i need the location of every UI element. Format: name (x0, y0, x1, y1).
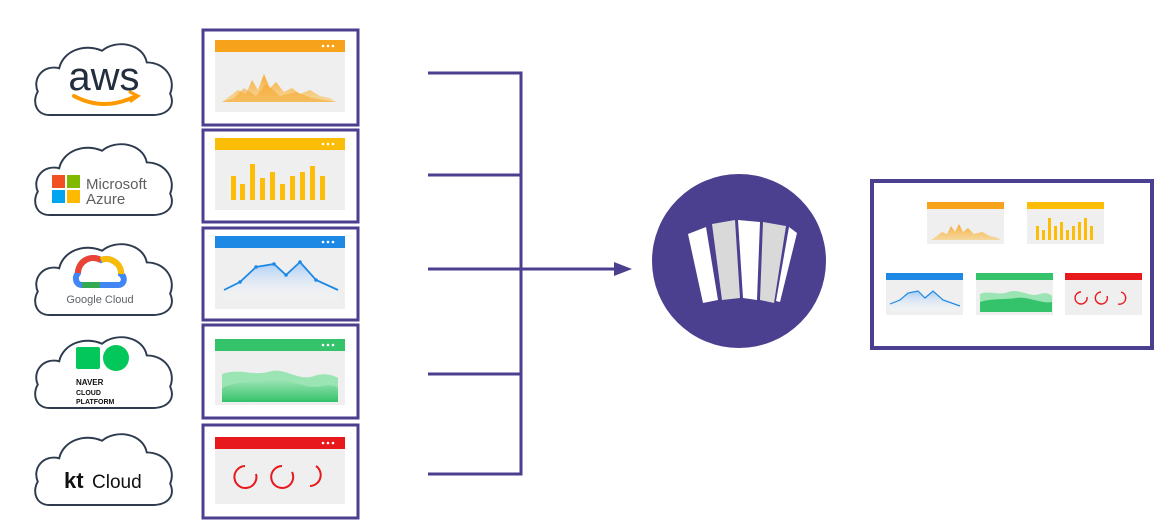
panel-header (215, 138, 345, 150)
panel-frame-5 (201, 423, 360, 520)
line-points (238, 260, 318, 284)
naver-label-line1: NAVER (76, 378, 104, 387)
window-dots-icon (321, 142, 335, 146)
azure-label-line1: Microsoft (86, 176, 148, 193)
kt-cloud-label: Cloud (92, 472, 142, 493)
kt-logo-icon: kt (64, 468, 84, 493)
panel-naver-area-chart (215, 339, 345, 405)
dashboard-frame (870, 179, 1154, 350)
naver-label-line2: CLOUD (76, 390, 101, 397)
gauge-rings (233, 465, 322, 489)
naver-logo-icon (76, 345, 129, 371)
bar (280, 184, 285, 200)
bar (250, 164, 255, 200)
panel-azure-bar-chart (215, 138, 345, 210)
microsoft-logo-icon (52, 175, 80, 203)
mini-panel-blue (886, 273, 963, 315)
panel-frame-3 (201, 226, 360, 322)
window-dots-icon (321, 44, 335, 48)
panel-header (215, 236, 345, 248)
aws-label: aws (68, 55, 139, 99)
panel-frame-4 (201, 323, 360, 420)
panel-frame-1 (201, 28, 360, 127)
gauge-ring (233, 465, 258, 489)
bar (260, 178, 265, 200)
cloud-naver: NAVER CLOUD PLATFORM (34, 336, 174, 410)
bar (310, 166, 315, 200)
aws-smile-icon (72, 94, 138, 106)
cloud-kt: kt Cloud (33, 432, 174, 507)
naver-label-line3: PLATFORM (76, 399, 115, 406)
mini-panel-red (1065, 273, 1142, 315)
mini-panel-yellow (1027, 202, 1104, 244)
area-series (222, 379, 338, 402)
panel-header (215, 437, 345, 449)
google-cloud-logo-icon (72, 254, 127, 288)
bar (240, 184, 245, 200)
connector-lines (428, 71, 616, 476)
line-series (223, 260, 339, 291)
cloud-aws: aws (33, 42, 174, 117)
aggregator-hub-icon (688, 220, 797, 303)
panel-header (215, 40, 345, 52)
area-series (222, 84, 336, 102)
bar (231, 176, 236, 200)
gauge-ring (309, 465, 322, 487)
window-dots-icon (321, 343, 335, 347)
panel-header (215, 339, 345, 351)
mini-panel-orange (927, 202, 1004, 244)
panel-frame-2 (201, 128, 360, 224)
aggregator-hub (652, 174, 826, 348)
hub-circle (652, 174, 826, 348)
azure-label-line2: Azure (86, 191, 125, 208)
arrow-right-icon (614, 262, 632, 276)
connector-bus (428, 71, 523, 476)
cloud-icon (33, 432, 174, 507)
cloud-azure: Microsoft Azure (33, 142, 174, 217)
panel-kt-gauges (215, 437, 345, 504)
bar (320, 176, 325, 200)
panel-frames (201, 28, 360, 520)
mini-panel-green (976, 273, 1053, 315)
bar (270, 172, 275, 200)
google-cloud-label: Google Cloud (66, 294, 133, 306)
panel-aws-area-chart (215, 40, 345, 112)
bar (290, 176, 295, 200)
window-dots-icon (321, 441, 335, 445)
window-dots-icon (321, 240, 335, 244)
aws-smile-arrow-icon (128, 90, 141, 103)
panel-gcp-line-chart (215, 236, 345, 309)
bar-series (231, 164, 325, 200)
bar (300, 172, 305, 200)
consolidated-dashboard (870, 179, 1154, 350)
gauge-ring (270, 465, 295, 489)
cloud-google: Google Cloud (33, 242, 174, 317)
cloud-icon (34, 336, 174, 410)
